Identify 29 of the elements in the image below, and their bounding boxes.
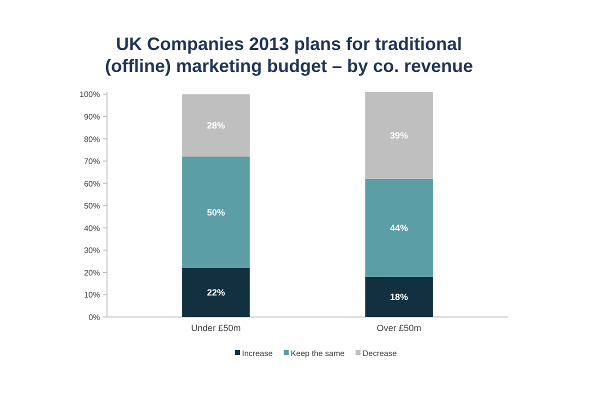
y-tick-label: 70%: [84, 157, 100, 166]
legend-label: Increase: [242, 349, 274, 358]
data-label: 50%: [206, 207, 225, 218]
y-tick-label: 0%: [88, 313, 100, 322]
data-label: 18%: [390, 292, 408, 302]
x-tick-label: Over £50m: [376, 323, 422, 333]
data-label: 44%: [390, 222, 408, 233]
data-label: 39%: [390, 130, 408, 140]
chart-title: UK Companies 2013 plans for traditional (offline) marketing budget – by co. revenue: [104, 34, 474, 76]
bar: [182, 94, 250, 157]
y-tick-label: 40%: [84, 224, 100, 233]
y-tick-label: 100%: [80, 90, 100, 100]
x-tick-label: Under £50m: [191, 323, 241, 333]
legend-label: Decrease: [362, 349, 398, 358]
y-tick-label: 50%: [84, 202, 100, 211]
bar: [365, 92, 433, 179]
y-tick-label: 60%: [84, 179, 100, 188]
y-tick-label: 20%: [84, 268, 100, 278]
legend-label: Keep the same: [290, 349, 346, 358]
y-tick-label: 30%: [84, 246, 100, 256]
bar: [182, 156, 250, 268]
data-label: 28%: [206, 120, 225, 130]
bar: [365, 178, 433, 277]
y-tick-label: 10%: [84, 290, 100, 300]
y-tick-label: 90%: [84, 112, 100, 122]
data-label: 22%: [206, 287, 225, 298]
bar: [182, 268, 250, 317]
y-tick-label: 80%: [84, 134, 100, 144]
bar: [365, 276, 433, 317]
